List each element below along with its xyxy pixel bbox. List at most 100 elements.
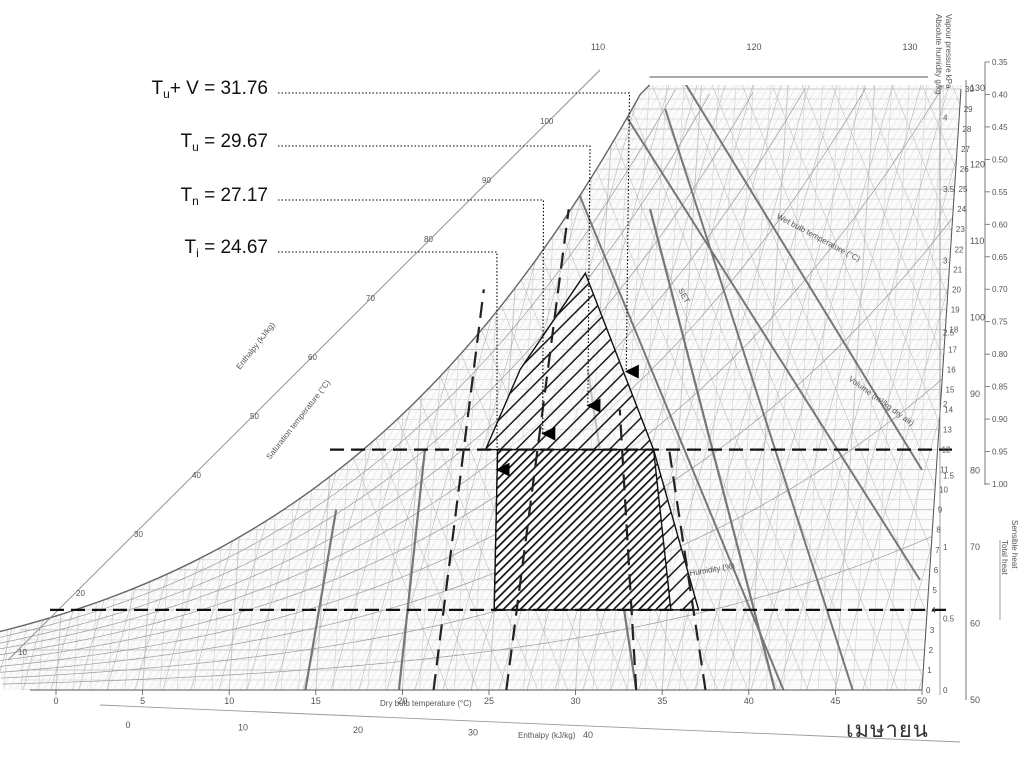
y-tick-label: 14	[944, 406, 953, 415]
enthalpy-diag-tick: 70	[366, 294, 375, 303]
outer-tick-label: 130	[970, 83, 985, 93]
annotation-tuv: Tu+ V = 31.76	[151, 78, 268, 101]
y-tick-label: 8	[936, 526, 941, 535]
shf-tick-label: 0.65	[992, 253, 1008, 262]
enthalpy-diag-tick: 100	[540, 117, 554, 126]
saturation-label: Saturation temperature (°C)	[264, 378, 332, 461]
shf-top-label: Sensible heat	[1010, 520, 1019, 569]
annotation-tn: Tn = 27.17	[180, 185, 269, 208]
shf-tick-label: 0.40	[992, 90, 1008, 99]
y-tick-label: 3	[930, 626, 935, 635]
enthalpy-bottom-tick: 40	[583, 730, 593, 740]
enthalpy-diag-tick: 10	[18, 648, 27, 657]
y-tick-label: 13	[943, 426, 952, 435]
annotation-tu: Tu = 29.67	[180, 131, 269, 154]
shf-tick-label: 0.35	[992, 58, 1008, 67]
outer-tick-label: 100	[970, 313, 985, 323]
y-tick-label: 25	[959, 185, 968, 194]
shf-tick-label: 0.50	[992, 155, 1008, 164]
enthalpy-diag-tick: 30	[134, 530, 143, 539]
shf-tick-label: 0.80	[992, 350, 1008, 359]
outer-tick-label: 60	[970, 619, 980, 629]
footer-month-label: เมษายน	[846, 718, 929, 743]
leader-tu	[278, 145, 601, 413]
y-tick-label: 2	[929, 646, 934, 655]
y-tick-label: 12	[942, 446, 951, 455]
y-tick-label: 10	[939, 486, 948, 495]
outer-tick-label: 90	[970, 389, 980, 399]
comfort-boundary-line	[432, 289, 485, 691]
x-tick-label: 20	[397, 696, 407, 706]
axis-ticks: 0 5 10 15 20 25 30 35 40 45 5001234567891011121314…	[18, 42, 1008, 740]
y-tick-label: 22	[955, 245, 964, 254]
x-tick-label: 15	[311, 696, 321, 706]
y-tick-label: 27	[961, 145, 970, 154]
outer-tick-label: 70	[970, 542, 980, 552]
x-tick-label: 45	[830, 696, 840, 706]
x-tick-label: 40	[744, 696, 754, 706]
enthalpy-diag-label: Enthalpy (kJ/kg)	[234, 320, 277, 371]
x-tick-label: 30	[571, 696, 581, 706]
shf-bottom-label: Total heat	[1000, 540, 1009, 575]
y-tick-label: 29	[964, 105, 973, 114]
enthalpy-axis-label: Enthalpy (kJ/kg)	[518, 731, 576, 740]
y-tick-label: 0	[926, 686, 931, 695]
y-tick-label: 6	[934, 566, 939, 575]
y-tick-label: 18	[949, 325, 958, 334]
x-tick-label: 10	[224, 696, 234, 706]
shf-tick-label: 0.70	[992, 285, 1008, 294]
y-tick-label: 5	[933, 586, 938, 595]
enthalpy-bottom-tick: 30	[468, 728, 478, 738]
enthalpy-bottom-tick: 10	[238, 723, 248, 733]
y-tick-label: 17	[948, 345, 957, 354]
enthalpy-diag-tick: 50	[250, 412, 259, 421]
abs-humidity-label: Absolute humidity g/kg	[934, 14, 943, 95]
y-tick-label: 24	[957, 205, 966, 214]
x-tick-label: 25	[484, 696, 494, 706]
vp-tick-label: 1.5	[943, 471, 955, 480]
enthalpy-diag-tick: 80	[424, 235, 433, 244]
y-tick-label: 16	[947, 365, 956, 374]
x-axis-label: Dry bulb temperature (°C)	[380, 699, 472, 708]
enthalpy-diag-tick: 40	[192, 471, 201, 480]
enthalpy-diag-tick: 60	[308, 353, 317, 362]
y-tick-label: 21	[953, 265, 962, 274]
vp-tick-label: 1	[943, 543, 948, 552]
shf-tick-label: 0.75	[992, 318, 1008, 327]
y-tick-label: 11	[940, 466, 949, 475]
outer-tick-label: 120	[970, 160, 985, 170]
y-tick-label: 4	[931, 606, 936, 615]
comfort-zone-upper	[484, 271, 655, 451]
y-tick-label: 19	[951, 305, 960, 314]
enthalpy-diag-tick: 20	[76, 589, 85, 598]
outer-tick-label: 110	[970, 236, 984, 246]
enthalpy-top-tick: 110	[591, 42, 605, 52]
x-tick-label: 50	[917, 696, 927, 706]
y-tick-label: 7	[935, 546, 940, 555]
enthalpy-top-tick: 130	[902, 42, 917, 52]
shf-tick-label: 1.00	[992, 480, 1008, 489]
enthalpy-bottom-tick: 20	[353, 725, 363, 735]
leader-ti	[278, 251, 510, 477]
y-tick-label: 20	[952, 285, 961, 294]
enthalpy-diag-tick: 90	[482, 176, 491, 185]
y-tick-label: 1	[927, 666, 932, 675]
vp-tick-label: 2.5	[943, 328, 955, 337]
shf-tick-label: 0.95	[992, 448, 1008, 457]
leader-tuv	[278, 92, 639, 379]
enthalpy-bottom-tick: 0	[125, 720, 130, 730]
leader-tn	[278, 199, 556, 441]
shf-tick-label: 0.60	[992, 220, 1008, 229]
comfort-boundary-line	[505, 209, 570, 691]
x-tick-label: 0	[53, 696, 58, 706]
vp-tick-label: 0.5	[943, 614, 955, 623]
x-tick-label: 5	[140, 696, 145, 706]
shf-tick-label: 0.85	[992, 383, 1008, 392]
y-tick-label: 9	[938, 506, 943, 515]
y-tick-label: 28	[962, 125, 971, 134]
y-tick-label: 23	[956, 225, 965, 234]
vp-tick-label: 4	[943, 114, 948, 123]
vp-tick-label: 3	[943, 257, 948, 266]
vp-tick-label: 0	[943, 686, 948, 695]
